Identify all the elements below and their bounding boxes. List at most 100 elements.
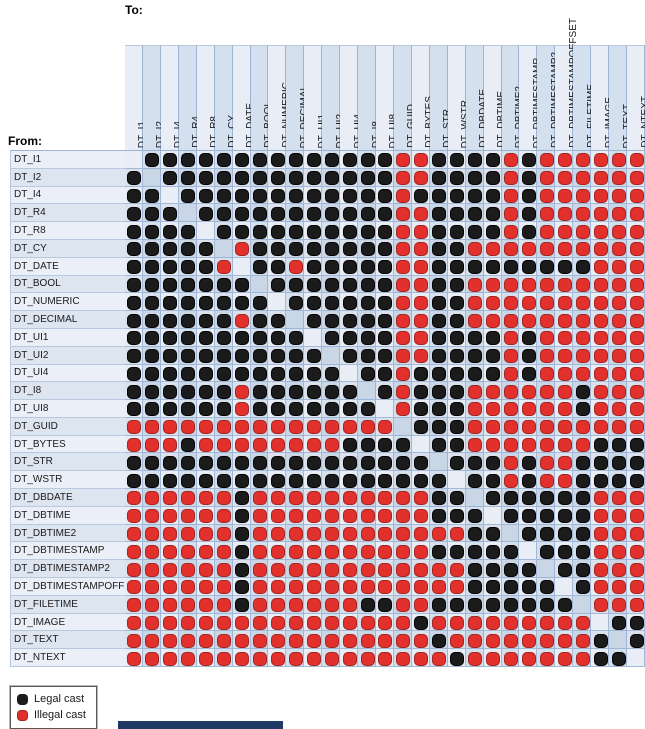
matrix-cell xyxy=(196,275,215,294)
matrix-cell xyxy=(232,239,251,258)
matrix-cell xyxy=(340,435,359,454)
matrix-cell xyxy=(250,506,269,525)
matrix-cell xyxy=(142,435,161,454)
legal-cast-dot xyxy=(378,277,393,292)
matrix-cell xyxy=(393,471,412,490)
matrix-cell xyxy=(142,204,161,223)
illegal-cast-dot xyxy=(288,438,303,453)
illegal-cast-dot xyxy=(217,438,232,453)
matrix-cell xyxy=(573,560,592,579)
matrix-cell xyxy=(358,435,377,454)
legal-cast-dot xyxy=(468,598,483,613)
illegal-cast-dot xyxy=(306,438,321,453)
illegal-cast-dot xyxy=(199,420,214,435)
legal-cast-dot xyxy=(163,224,178,239)
matrix-cell xyxy=(591,346,610,365)
matrix-cell xyxy=(268,400,287,418)
legal-cast-dot xyxy=(163,206,178,221)
legal-cast-dot xyxy=(181,402,196,417)
legal-cast-dot xyxy=(468,349,483,364)
matrix-cell xyxy=(447,417,466,436)
legal-cast-dot xyxy=(270,473,285,488)
illegal-cast-dot xyxy=(288,651,303,666)
legal-cast-dot xyxy=(235,171,250,186)
illegal-cast-dot xyxy=(611,384,626,399)
matrix-cell xyxy=(160,631,179,650)
matrix-cell xyxy=(429,506,448,525)
matrix-cell xyxy=(555,631,574,650)
matrix-cell xyxy=(537,222,556,240)
matrix-cell xyxy=(537,417,556,436)
matrix-cell xyxy=(609,168,628,187)
matrix-cell xyxy=(322,489,341,507)
illegal-cast-dot xyxy=(342,527,357,542)
matrix-cell xyxy=(286,257,305,276)
matrix-cell xyxy=(376,204,394,223)
illegal-cast-dot xyxy=(504,473,518,488)
illegal-cast-dot xyxy=(593,349,608,364)
legal-cast-dot xyxy=(432,331,447,346)
illegal-cast-dot xyxy=(611,242,626,257)
to-axis-label: To: xyxy=(125,3,143,17)
row-header-DT_I2: DT_I2 xyxy=(11,168,126,187)
matrix-cell xyxy=(447,542,466,561)
matrix-cell xyxy=(196,524,215,543)
legal-cast-dot xyxy=(557,509,572,524)
matrix-cell xyxy=(501,257,520,276)
legal-cast-dot xyxy=(181,153,196,168)
matrix-cell xyxy=(232,275,251,294)
matrix-cell xyxy=(340,595,359,614)
illegal-cast-dot xyxy=(539,438,554,453)
matrix-cell xyxy=(627,506,645,525)
row-header-DT_I8: DT_I8 xyxy=(11,382,126,401)
illegal-cast-dot xyxy=(486,242,501,257)
column-header-DT_R8: DT_R8 xyxy=(196,45,220,150)
illegal-cast-dot xyxy=(486,402,501,417)
illegal-cast-dot xyxy=(468,633,483,648)
matrix-cell xyxy=(340,346,359,365)
illegal-cast-dot xyxy=(539,651,554,666)
matrix-cell xyxy=(196,239,215,258)
matrix-cell xyxy=(411,506,430,525)
matrix-cell xyxy=(178,186,197,205)
matrix-cell xyxy=(537,649,556,667)
matrix-cell xyxy=(483,631,502,650)
matrix-cell xyxy=(160,311,179,329)
row-header-DT_GUID: DT_GUID xyxy=(11,417,126,436)
matrix-cell xyxy=(358,453,377,472)
matrix-cell xyxy=(483,239,502,258)
matrix-cell xyxy=(519,560,538,579)
legal-cast-dot xyxy=(199,473,214,488)
matrix-cell xyxy=(447,506,466,525)
matrix-cell xyxy=(393,417,412,436)
illegal-cast-dot xyxy=(127,562,142,577)
legal-cast-dot xyxy=(450,260,465,275)
matrix-cell xyxy=(465,239,484,258)
matrix-cell xyxy=(411,649,430,667)
legal-cast-dot xyxy=(270,171,285,186)
illegal-cast-dot xyxy=(181,598,196,613)
legal-cast-dot xyxy=(324,171,339,186)
matrix-cell xyxy=(411,524,430,543)
matrix-cell xyxy=(340,222,359,240)
column-header-label: DT_NTEXT xyxy=(639,96,645,148)
matrix-cell xyxy=(358,364,377,383)
matrix-cell xyxy=(519,489,538,507)
legal-cast-dot xyxy=(378,438,393,453)
matrix-cell xyxy=(537,293,556,312)
legal-cast-dot xyxy=(127,242,142,257)
matrix-cell xyxy=(501,471,520,490)
matrix-cell xyxy=(429,417,448,436)
matrix-cell xyxy=(591,613,610,632)
illegal-cast-dot xyxy=(629,491,644,506)
illegal-cast-dot xyxy=(521,384,536,399)
illegal-cast-dot xyxy=(342,598,357,613)
legal-cast-dot xyxy=(450,153,465,168)
illegal-cast-dot xyxy=(145,438,160,453)
legal-cast-dot xyxy=(324,295,339,310)
illegal-cast-dot xyxy=(414,527,429,542)
legal-cast-dot xyxy=(127,331,142,346)
matrix-cell xyxy=(142,489,161,507)
matrix-cell xyxy=(411,382,430,401)
legal-cast-dot xyxy=(181,384,196,399)
